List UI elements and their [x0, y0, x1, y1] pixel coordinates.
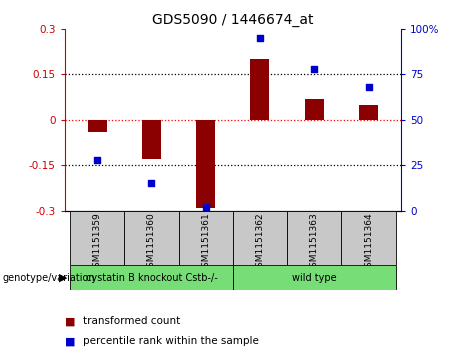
- Text: percentile rank within the sample: percentile rank within the sample: [83, 336, 259, 346]
- Point: [311, 66, 318, 72]
- Text: transformed count: transformed count: [83, 316, 180, 326]
- Text: GSM1151363: GSM1151363: [310, 212, 319, 273]
- Bar: [287, 211, 341, 265]
- Text: GSM1151361: GSM1151361: [201, 212, 210, 273]
- Bar: [88, 120, 106, 132]
- Bar: [305, 99, 324, 120]
- Text: wild type: wild type: [292, 273, 337, 283]
- Text: GSM1151360: GSM1151360: [147, 212, 156, 273]
- Text: cystatin B knockout Cstb-/-: cystatin B knockout Cstb-/-: [85, 273, 217, 283]
- Point: [256, 35, 264, 41]
- Text: GSM1151359: GSM1151359: [93, 212, 101, 273]
- Bar: [70, 211, 124, 265]
- Text: GSM1151364: GSM1151364: [364, 212, 373, 273]
- Bar: [196, 120, 215, 208]
- Bar: [70, 265, 233, 290]
- Title: GDS5090 / 1446674_at: GDS5090 / 1446674_at: [152, 13, 313, 26]
- Point: [148, 180, 155, 186]
- Text: ■: ■: [65, 336, 75, 346]
- Text: ■: ■: [65, 316, 75, 326]
- Bar: [142, 120, 161, 159]
- Bar: [250, 59, 269, 120]
- Point: [365, 84, 372, 90]
- Text: GSM1151362: GSM1151362: [255, 212, 265, 273]
- Bar: [178, 211, 233, 265]
- Bar: [124, 211, 178, 265]
- Point: [202, 204, 209, 210]
- Bar: [341, 211, 396, 265]
- Text: genotype/variation: genotype/variation: [2, 273, 95, 283]
- Point: [94, 157, 101, 163]
- Bar: [233, 211, 287, 265]
- Bar: [233, 265, 396, 290]
- Bar: [359, 105, 378, 120]
- Text: ▶: ▶: [59, 273, 67, 283]
